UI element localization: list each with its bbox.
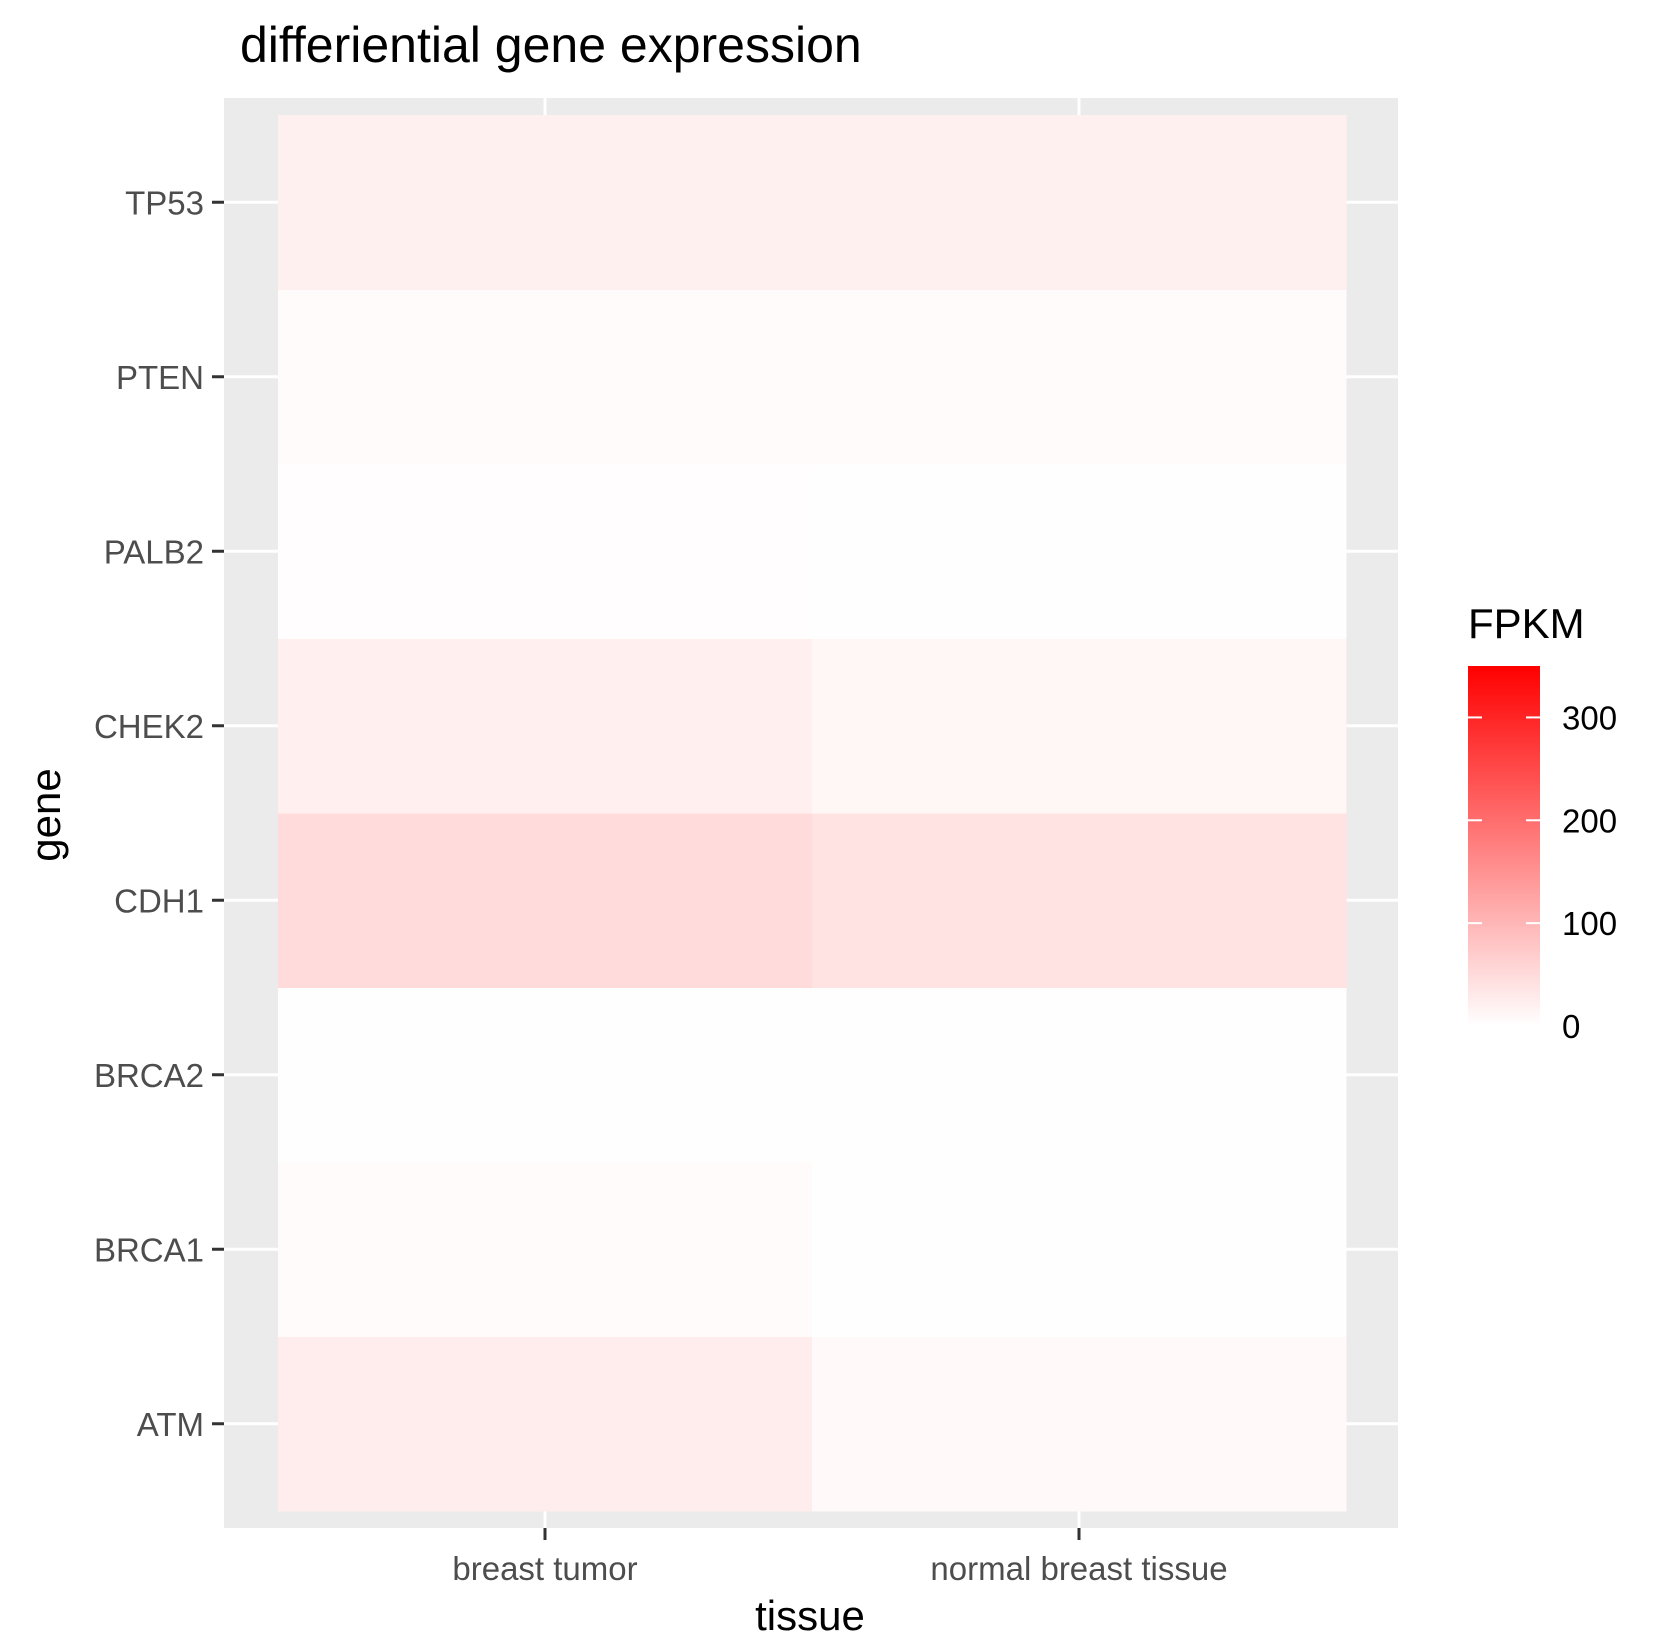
legend: FPKM 0 100 200 300 <box>1468 600 1617 1045</box>
heatmap-cell <box>812 289 1347 465</box>
x-axis: breast tumor normal breast tissue <box>452 1528 1228 1587</box>
legend-title: FPKM <box>1468 600 1585 647</box>
legend-tick-label: 100 <box>1562 905 1617 942</box>
heatmap-cell <box>278 1162 813 1337</box>
heatmap-cell <box>812 1336 1347 1512</box>
y-tick-label: ATM <box>137 1406 204 1443</box>
heatmap-cell <box>812 1162 1347 1337</box>
heatmap-cell <box>812 115 1347 290</box>
x-axis-title: tissue <box>755 1592 865 1639</box>
legend-tick-label: 200 <box>1562 802 1617 839</box>
y-axis-title: gene <box>22 768 69 861</box>
heatmap-cell <box>278 987 813 1163</box>
x-tick-label: normal breast tissue <box>930 1550 1227 1587</box>
y-tick-label: BRCA2 <box>94 1057 204 1094</box>
legend-tick-label: 300 <box>1562 699 1617 736</box>
heatmap-cell <box>278 813 813 988</box>
y-tick-label: BRCA1 <box>94 1231 204 1268</box>
heatmap-cell <box>278 638 813 814</box>
heatmap-cell <box>812 813 1347 988</box>
y-tick-label: TP53 <box>125 184 204 221</box>
legend-colorbar <box>1468 666 1540 1026</box>
legend-tick-label: 0 <box>1562 1008 1580 1045</box>
heatmap-cell <box>278 464 813 639</box>
y-tick-label: CDH1 <box>114 882 204 919</box>
x-tick-label: breast tumor <box>452 1550 637 1587</box>
y-tick-label: PALB2 <box>104 533 204 570</box>
y-tick-label: PTEN <box>116 359 204 396</box>
heatmap-cell <box>812 987 1347 1163</box>
heatmap-cell <box>278 289 813 465</box>
heatmap-cell <box>812 638 1347 814</box>
heatmap-cell <box>278 115 813 290</box>
heatmap-cell <box>812 464 1347 639</box>
heatmap-cell <box>278 1336 813 1512</box>
y-tick-label: CHEK2 <box>94 708 204 745</box>
plot-panel <box>224 98 1398 1528</box>
y-axis: ATM BRCA1 BRCA2 CDH1 CHEK2 PALB2 PTEN TP53 <box>94 184 224 1443</box>
chart-title: differiential gene expression <box>240 17 862 73</box>
